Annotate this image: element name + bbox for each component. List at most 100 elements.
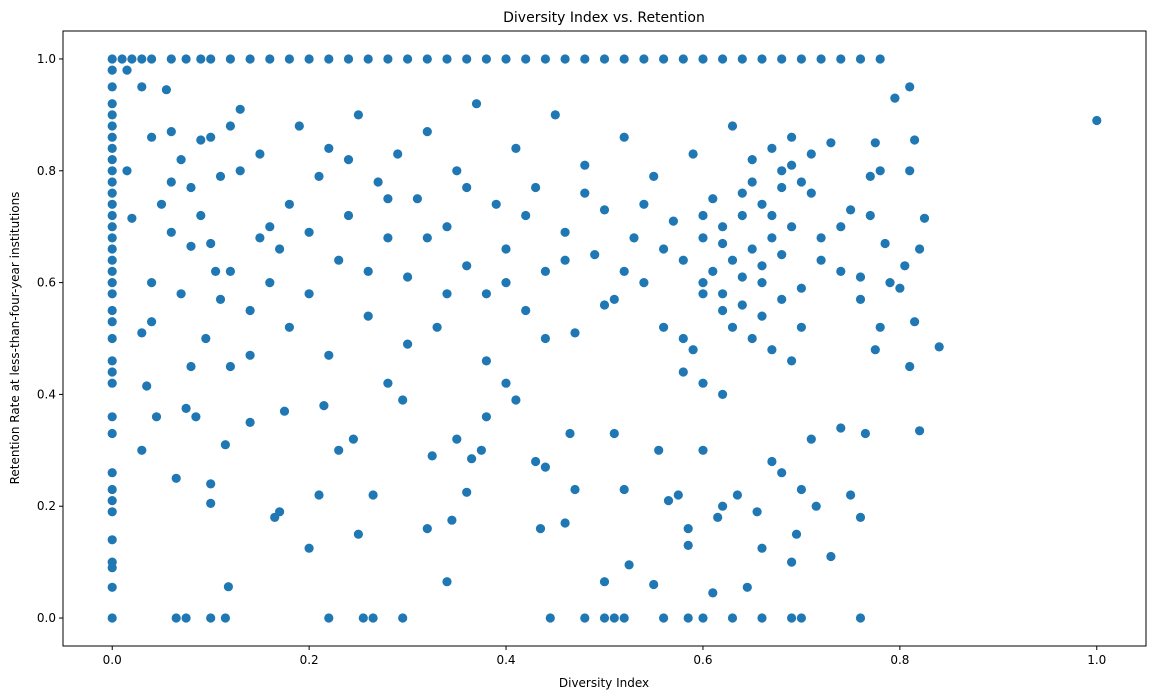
scatter-point: [742, 582, 752, 592]
scatter-point: [747, 155, 757, 165]
scatter-point: [683, 524, 693, 534]
scatter-point: [718, 238, 728, 249]
scatter-point: [718, 501, 728, 511]
scatter-point: [107, 155, 117, 165]
scatter-point: [659, 613, 669, 623]
scatter-point: [107, 65, 117, 75]
scatter-point: [639, 54, 649, 64]
scatter-point: [314, 171, 324, 181]
scatter-point: [383, 233, 393, 243]
scatter-point: [427, 451, 437, 461]
scatter-point: [265, 278, 275, 288]
scatter-point: [181, 613, 191, 623]
scatter-point: [796, 484, 807, 495]
scatter-point: [107, 507, 117, 517]
scatter-point: [678, 333, 688, 344]
scatter-point: [531, 456, 541, 467]
scatter-point: [107, 121, 117, 131]
scatter-point: [540, 266, 551, 276]
scatter-point: [688, 345, 698, 355]
scatter-point: [806, 188, 816, 198]
scatter-point: [186, 241, 196, 251]
x-axis-ticks: 0.0 0.2 0.4 0.6 0.8 1.0: [103, 646, 1106, 667]
scatter-point: [147, 54, 157, 64]
scatter-point: [777, 54, 787, 64]
scatter-point: [900, 261, 910, 271]
scatter-point: [294, 121, 304, 131]
scatter-point: [757, 54, 767, 64]
scatter-point: [324, 613, 334, 623]
scatter-point: [358, 613, 368, 623]
scatter-point: [363, 54, 373, 64]
scatter-point: [895, 283, 905, 293]
scatter-point: [708, 266, 718, 276]
scatter-point: [176, 289, 186, 299]
scatter-point: [206, 54, 216, 64]
scatter-point: [107, 222, 117, 232]
scatter-point: [107, 305, 117, 316]
scatter-point: [107, 132, 117, 142]
scatter-point: [816, 233, 826, 243]
scatter-point: [910, 317, 920, 327]
scatter-point: [698, 54, 708, 64]
scatter-point: [151, 412, 162, 422]
scatter-point: [836, 266, 846, 276]
scatter-point: [511, 143, 521, 153]
scatter-point: [540, 54, 551, 64]
scatter-point: [747, 177, 757, 187]
scatter-point: [609, 294, 619, 304]
scatter-point: [624, 560, 634, 570]
scatter-point: [481, 54, 491, 64]
y-tick-label: 0.2: [37, 499, 56, 513]
scatter-point: [846, 490, 856, 500]
scatter-point: [279, 406, 290, 416]
y-axis-label: Retention Rate at less-than-four-year in…: [8, 192, 22, 485]
scatter-point: [107, 177, 117, 187]
scatter-point: [777, 294, 787, 304]
scatter-point: [708, 588, 718, 598]
scatter-point: [304, 54, 314, 64]
scatter-point: [540, 462, 551, 472]
scatter-point: [403, 54, 413, 64]
scatter-point: [481, 356, 491, 366]
scatter-point: [619, 54, 629, 64]
scatter-point: [412, 194, 422, 204]
scatter-point: [147, 132, 157, 142]
scatter-point: [521, 305, 531, 316]
x-tick-label: 0.6: [693, 653, 712, 667]
scatter-point: [580, 613, 590, 623]
scatter-point: [432, 322, 442, 332]
scatter-point: [796, 54, 807, 64]
scatter-point: [727, 613, 738, 623]
scatter-point: [476, 445, 486, 455]
scatter-point: [225, 361, 235, 372]
scatter-point: [580, 54, 590, 64]
x-tick-label: 0.8: [890, 653, 909, 667]
scatter-point: [107, 412, 117, 422]
scatter-point: [255, 149, 265, 159]
scatter-point: [787, 356, 797, 366]
x-tick-label: 0.2: [300, 653, 319, 667]
scatter-point: [777, 166, 787, 176]
scatter-point: [787, 557, 797, 567]
scatter-point: [220, 440, 230, 450]
scatter-point: [619, 266, 629, 276]
scatter-point: [462, 261, 472, 271]
scatter-point: [737, 300, 747, 310]
scatter-point: [757, 311, 767, 321]
scatter-point: [865, 210, 875, 221]
scatter-point: [107, 266, 117, 276]
scatter-point: [747, 333, 757, 344]
scatter-point: [196, 54, 206, 64]
scatter-point: [501, 278, 511, 288]
scatter-point: [122, 65, 132, 75]
scatter-point: [245, 54, 255, 64]
scatter-point: [107, 199, 117, 209]
scatter-point: [718, 289, 728, 299]
scatter-point: [727, 121, 738, 131]
scatter-point: [304, 543, 314, 553]
scatter-point: [501, 244, 511, 254]
scatter-point: [265, 222, 275, 232]
scatter-point: [737, 188, 747, 198]
scatter-point: [171, 613, 181, 623]
